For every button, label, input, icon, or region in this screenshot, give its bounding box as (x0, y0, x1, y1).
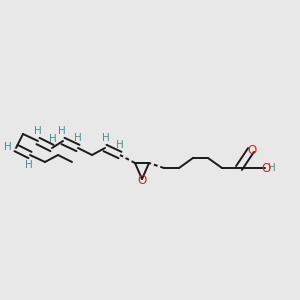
Text: H: H (74, 133, 82, 143)
Text: H: H (49, 134, 57, 144)
Text: H: H (116, 140, 124, 150)
Text: O: O (261, 161, 271, 175)
Text: O: O (137, 173, 147, 187)
Text: H: H (4, 142, 12, 152)
Text: H: H (102, 133, 110, 143)
Text: H: H (58, 126, 66, 136)
Text: H: H (25, 160, 33, 170)
Text: O: O (248, 145, 256, 158)
Text: H: H (34, 126, 42, 136)
Text: H: H (268, 163, 276, 173)
